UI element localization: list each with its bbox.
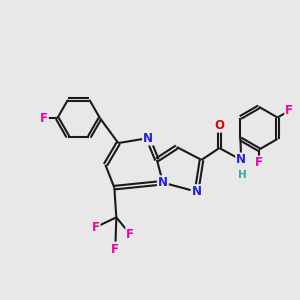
Text: N: N xyxy=(143,132,153,145)
Text: O: O xyxy=(214,119,224,132)
Text: F: F xyxy=(285,104,293,117)
Text: F: F xyxy=(255,157,263,169)
Text: F: F xyxy=(92,221,100,234)
Text: F: F xyxy=(40,112,48,125)
Text: N: N xyxy=(158,176,168,189)
Text: N: N xyxy=(192,185,202,198)
Text: F: F xyxy=(126,228,134,241)
Text: H: H xyxy=(238,170,247,180)
Text: F: F xyxy=(111,243,119,256)
Text: N: N xyxy=(236,153,246,167)
